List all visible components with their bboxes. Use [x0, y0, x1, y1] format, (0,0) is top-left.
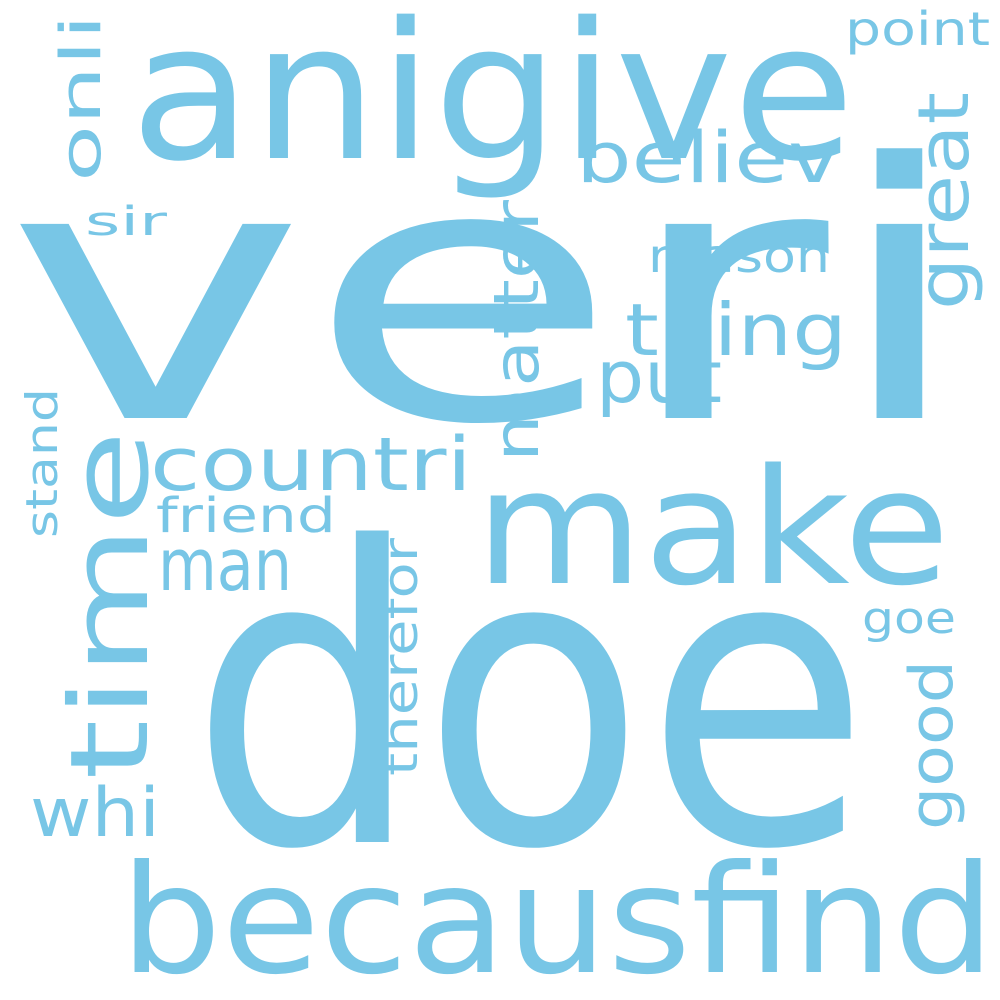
word-whi: whi	[30, 774, 160, 853]
word-reason: reason	[648, 229, 830, 283]
word-therefor: therefor	[373, 538, 429, 776]
word-make: make	[475, 434, 950, 621]
word-sir: sir	[85, 199, 168, 245]
word-stand: stand	[17, 388, 68, 538]
word-thing: thing	[625, 288, 847, 372]
word-doe: doe	[190, 461, 870, 939]
word-veri: veri	[5, 88, 970, 502]
word-good: good	[897, 660, 967, 830]
word-becausfind: becausfind	[120, 834, 995, 1000]
word-countri: countri	[150, 422, 472, 508]
word-friend: friend	[156, 488, 336, 544]
word-man: man	[158, 523, 292, 607]
word-point: point	[845, 2, 990, 56]
word-time: time	[48, 430, 173, 780]
word-put: put	[596, 335, 722, 419]
word-anigive: anigive	[130, 0, 855, 203]
word-believ: believ	[576, 117, 840, 199]
word-great: great	[903, 92, 985, 310]
word-onli: onli	[49, 14, 114, 182]
word-matter: matter	[480, 199, 553, 462]
word-goe: goe	[862, 593, 956, 644]
